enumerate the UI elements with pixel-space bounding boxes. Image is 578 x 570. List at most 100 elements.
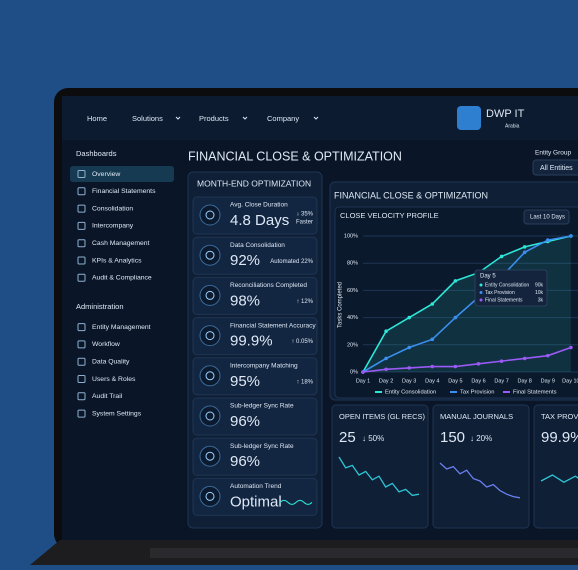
page-title: FINANCIAL CLOSE & OPTIMIZATION (188, 149, 402, 163)
menu-icon[interactable] (77, 409, 86, 418)
tooltip-title: Day 5 (480, 274, 496, 280)
trend-squiggle (279, 499, 313, 505)
menu-item[interactable]: Consolidation (92, 205, 133, 212)
menu-item[interactable]: Workflow (92, 341, 120, 348)
x-tick-label: Day 5 (448, 378, 462, 384)
filter-value[interactable]: All Entities (540, 165, 573, 172)
menu-item[interactable]: Financial Statements (92, 188, 156, 195)
point (407, 345, 412, 350)
range-button-label[interactable]: Last 10 Days (530, 215, 565, 221)
menu-icon[interactable] (77, 392, 86, 401)
metric-title: TAX PROVIS (541, 412, 578, 421)
kpi-icon (199, 244, 221, 266)
kpi-delta: ↓ 35% (296, 212, 313, 218)
menu-item[interactable]: System Settings (92, 410, 142, 417)
x-tick-label: Day 4 (425, 378, 439, 384)
point (361, 370, 365, 374)
x-tick-label: Day 3 (402, 378, 416, 384)
y-tick-label: 0% (350, 369, 358, 375)
metric-value: 150 (440, 429, 465, 446)
range-button[interactable] (523, 209, 570, 225)
menu-icon[interactable] (77, 187, 86, 196)
x-tick-label: Day 9 (541, 378, 555, 384)
point (499, 359, 504, 363)
kpi-card (192, 397, 318, 436)
sidebar-section: Administration (76, 302, 124, 311)
kpi-card (192, 357, 318, 396)
metric-card (533, 404, 578, 529)
point (569, 345, 573, 350)
kpi-card (192, 236, 318, 275)
point (430, 302, 435, 306)
filter-dropdown[interactable] (532, 159, 578, 176)
kpi-delta: ↑ 12% (296, 299, 313, 305)
point (384, 367, 388, 372)
nav-chevron[interactable] (313, 116, 319, 120)
menu-icon[interactable] (77, 221, 86, 230)
tooltip-dot (479, 298, 483, 302)
kpi-icon (199, 325, 221, 347)
point (546, 238, 550, 242)
panel-title: FINANCIAL CLOSE & OPTIMIZATION (334, 190, 488, 200)
menu-icon[interactable] (77, 204, 86, 213)
nav-chevron[interactable] (242, 116, 248, 120)
nav-item[interactable]: Products (199, 114, 229, 123)
menu-icon[interactable] (77, 357, 86, 366)
kpi-icon-glyph (205, 451, 215, 461)
menu-item[interactable]: Cash Management (92, 240, 150, 247)
kpi-value: 95% (230, 373, 260, 390)
menu-item[interactable]: Audit Trail (92, 393, 123, 400)
series-line (362, 235, 572, 373)
menu-icon[interactable] (77, 273, 86, 282)
x-tick-label: Day 1 (356, 378, 370, 384)
metric-card (432, 404, 530, 529)
kpi-icon-glyph (205, 290, 215, 300)
point (522, 356, 527, 361)
menu-icon[interactable] (77, 239, 86, 248)
point (430, 364, 435, 369)
active-item[interactable] (70, 166, 174, 182)
kpi-delta-note: Faster (296, 220, 313, 226)
kpi-delta: Automated 22% (270, 259, 313, 265)
menu-icon[interactable] (77, 340, 86, 349)
kpi-icon-glyph (205, 411, 215, 421)
kpi-icon-glyph (205, 491, 215, 501)
menu-item[interactable]: Intercompany (92, 223, 134, 230)
menu-item[interactable]: Users & Roles (92, 376, 136, 383)
nav-chevron[interactable] (175, 116, 181, 120)
point (499, 254, 504, 259)
menu-icon[interactable] (77, 256, 86, 265)
x-tick-label: Day 6 (471, 378, 485, 384)
menu-item[interactable]: Data Quality (92, 358, 130, 365)
menu-item[interactable]: Audit & Compliance (92, 275, 152, 282)
tooltip-name: Final Statements (485, 297, 523, 303)
kpi-value: 96% (230, 453, 260, 470)
y-tick-label: 60% (347, 288, 358, 294)
kpi-label: Financial Statement Accuracy (230, 322, 316, 329)
menu-item[interactable]: Overview (92, 171, 120, 178)
sparkline (439, 462, 521, 499)
sidebar (70, 144, 174, 526)
kpi-icon (199, 445, 221, 467)
kpi-delta: ↑ 0.05% (291, 339, 313, 345)
point (407, 366, 412, 370)
menu-item[interactable]: Entity Management (92, 324, 151, 331)
nav-item[interactable]: Company (267, 114, 299, 123)
point (546, 353, 550, 358)
tooltip-value: 90k (535, 282, 544, 288)
point (384, 356, 388, 361)
nav-item[interactable]: Solutions (132, 114, 163, 123)
point (522, 250, 527, 255)
menu-item[interactable]: KPIs & Analytics (92, 257, 142, 264)
menu-icon[interactable] (77, 375, 86, 383)
menu-icon[interactable] (77, 170, 86, 178)
tooltip-dot (479, 283, 483, 287)
nav-item[interactable]: Home (87, 114, 107, 123)
kpi-icon (199, 204, 221, 226)
kpi-card (192, 437, 318, 476)
point (522, 245, 527, 249)
chart-frame (334, 206, 578, 399)
kpi-label: Intercompany Matching (230, 363, 298, 370)
menu-icon[interactable] (77, 323, 86, 332)
